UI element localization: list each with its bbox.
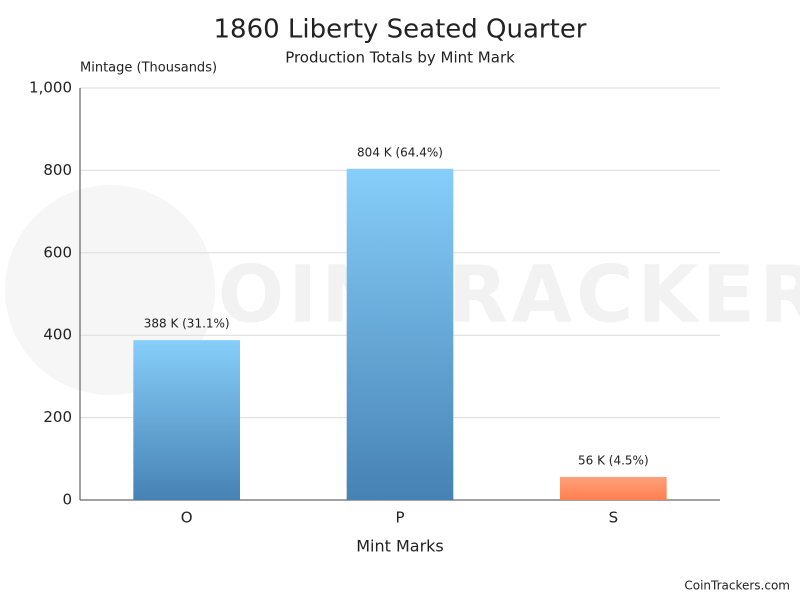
value-label: 56 K (4.5%) (578, 453, 649, 467)
watermark: COINTRACKERS (157, 250, 800, 340)
x-tick-label: S (609, 509, 619, 527)
bar (133, 340, 240, 500)
y-axis-title: Mintage (Thousands) (80, 61, 217, 76)
footer: CoinTrackers.com (684, 579, 790, 593)
x-axis-title: Mint Marks (356, 537, 444, 556)
y-tick-label: 800 (43, 161, 72, 179)
value-label: 804 K (64.4%) (357, 145, 443, 159)
chart-subtitle: Production Totals by Mint Mark (285, 49, 515, 67)
y-tick-label: 1,000 (29, 79, 72, 97)
x-tick-label: P (395, 509, 404, 527)
y-tick-label: 600 (43, 243, 72, 261)
y-tick-label: 0 (62, 491, 72, 509)
y-tick-label: 400 (43, 326, 72, 344)
value-label: 388 K (31.1%) (144, 317, 230, 331)
y-tick-label: 200 (43, 408, 72, 426)
chart-title: 1860 Liberty Seated Quarter (213, 15, 586, 45)
bar (560, 477, 667, 500)
bar (347, 169, 454, 500)
x-tick-label: O (181, 509, 193, 527)
